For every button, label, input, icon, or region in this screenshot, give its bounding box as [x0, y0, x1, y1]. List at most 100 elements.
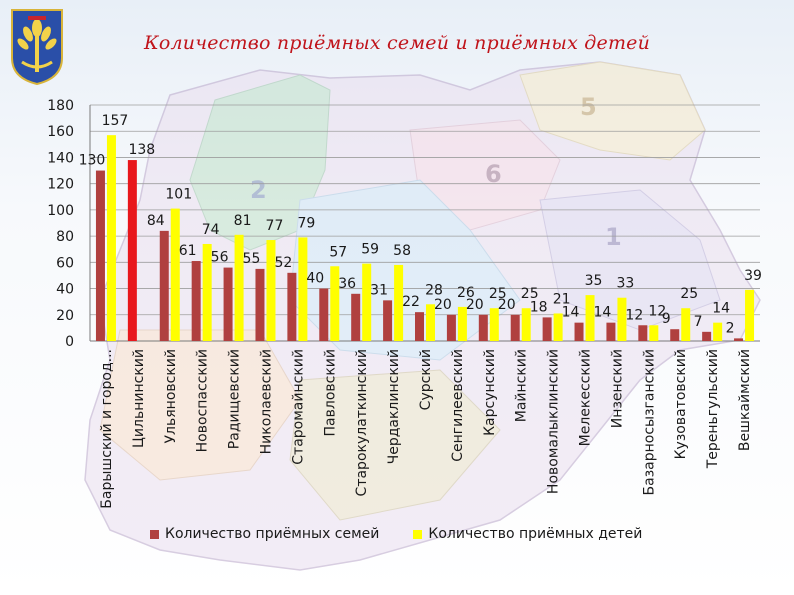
data-label-families: 52	[274, 255, 292, 271]
chart-legend: Количество приёмных семей Количество при…	[150, 526, 642, 542]
map-region-label: 1	[605, 223, 622, 251]
y-tick-label: 40	[56, 282, 74, 298]
data-label-families: 55	[243, 251, 261, 267]
bar-families	[287, 272, 297, 341]
y-tick-label: 80	[56, 229, 74, 245]
y-tick-label: 0	[65, 334, 74, 350]
x-tick-label: Старомайнский	[290, 349, 306, 465]
x-tick-label: Карсунский	[482, 349, 498, 436]
data-label-children: 28	[425, 282, 443, 298]
map-region-label: 5	[580, 93, 597, 121]
bar-children	[521, 308, 531, 341]
x-tick-label: Кузоватовский	[673, 349, 689, 459]
bar-families	[574, 322, 584, 341]
data-label-families: 18	[530, 299, 548, 315]
bar-families	[95, 170, 105, 341]
x-tick-label: Радищевский	[227, 349, 243, 449]
data-label-children: 74	[202, 222, 220, 238]
bar-families	[223, 267, 233, 341]
data-label-children: 25	[521, 286, 539, 302]
bar-families	[351, 293, 361, 341]
bar-families	[478, 314, 488, 341]
x-tick-label: Старокулаткинский	[354, 349, 370, 496]
data-label-families: 20	[434, 297, 452, 313]
bar-families	[319, 288, 329, 341]
bar-children	[266, 240, 276, 341]
data-label-families: 31	[370, 282, 388, 298]
x-tick-label: Сенгилеевский	[450, 349, 466, 462]
y-tick-label: 160	[47, 124, 74, 140]
bar-children	[330, 266, 340, 341]
bar-families	[606, 322, 616, 341]
bar-families	[383, 300, 393, 341]
bar-families	[255, 268, 265, 341]
data-label-children: 26	[457, 285, 475, 301]
x-tick-label: Вешкаймский	[737, 349, 753, 451]
data-label-children: 12	[648, 303, 666, 319]
bar-children	[394, 264, 404, 341]
bar-families	[446, 314, 456, 341]
bar-children	[106, 135, 116, 341]
bar-families	[415, 312, 424, 341]
bar-children	[585, 295, 595, 341]
x-tick-label: Чердаклинский	[386, 349, 402, 464]
bar-families	[127, 160, 137, 341]
data-label-families: 130	[79, 153, 106, 169]
x-tick-label: Барышский и город...	[99, 349, 115, 509]
map-region-label: 2	[250, 176, 267, 204]
bar-families	[510, 314, 520, 341]
data-label-children: 157	[102, 113, 129, 129]
bar-children	[553, 313, 563, 341]
legend-item-families: Количество приёмных семей	[150, 526, 379, 542]
data-label-families: 20	[466, 297, 484, 313]
x-tick-label: Ульяновский	[163, 349, 179, 443]
legend-item-children: Количество приёмных детей	[413, 526, 642, 542]
bar-families	[191, 261, 201, 341]
x-tick-label: Майнский	[514, 349, 530, 422]
data-label-families: 138	[128, 142, 155, 158]
bar-families	[638, 325, 648, 341]
data-label-families: 9	[662, 311, 671, 327]
bar-children	[298, 237, 308, 341]
data-label-families: 12	[625, 307, 643, 323]
bar-families	[734, 338, 744, 341]
x-tick-label: Новомалыклинский	[546, 349, 562, 494]
data-label-children: 25	[489, 286, 507, 302]
data-label-families: 40	[306, 271, 324, 287]
bar-children	[457, 306, 467, 341]
bar-children	[202, 243, 212, 341]
x-tick-label: Тереньгульский	[705, 349, 721, 469]
data-label-families: 56	[211, 250, 229, 266]
x-tick-label: Новоспасский	[195, 349, 211, 452]
bar-families	[702, 331, 712, 341]
bar-children	[681, 308, 691, 341]
map-region-label: 6	[485, 160, 502, 188]
bar-children	[234, 234, 244, 341]
bar-children	[617, 297, 627, 341]
data-label-families: 61	[179, 243, 197, 259]
data-label-children: 33	[617, 276, 635, 292]
x-tick-label: Сурский	[418, 349, 434, 410]
bar-children	[745, 289, 755, 341]
chart-title: Количество приёмных семей и приёмных дет…	[143, 32, 651, 54]
data-label-children: 21	[553, 291, 571, 307]
bar-children	[713, 322, 723, 341]
data-label-families: 14	[562, 305, 580, 321]
x-tick-label: Мелекесский	[578, 349, 594, 446]
data-label-children: 81	[234, 213, 252, 229]
x-tick-label: Николаевский	[258, 349, 274, 454]
x-tick-label: Инзенский	[609, 349, 625, 428]
data-label-children: 77	[266, 218, 284, 234]
y-tick-label: 20	[56, 308, 74, 324]
x-tick-label: Базарносызганский	[641, 349, 657, 495]
data-label-families: 84	[147, 213, 165, 229]
data-label-families: 7	[694, 314, 703, 330]
data-label-families: 20	[498, 297, 516, 313]
data-label-children: 101	[165, 187, 192, 203]
legend-swatch-children	[413, 529, 423, 539]
data-label-families: 14	[594, 305, 612, 321]
data-label-children: 39	[744, 268, 762, 284]
data-label-children: 35	[585, 273, 603, 289]
coat-of-arms-logo	[11, 9, 63, 86]
y-tick-label: 60	[56, 255, 74, 271]
